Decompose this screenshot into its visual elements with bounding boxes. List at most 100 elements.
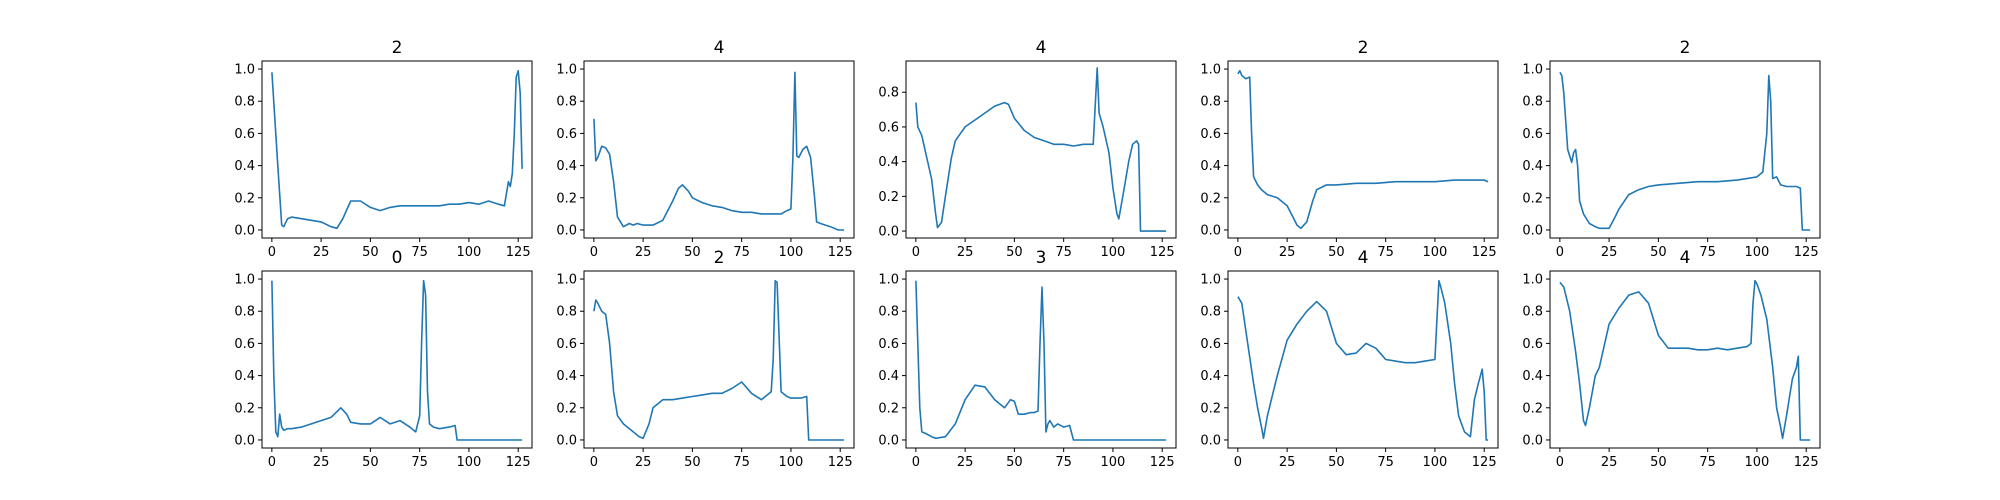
x-tick-label: 50	[1006, 455, 1023, 470]
x-tick-label: 25	[313, 245, 330, 260]
subplot-title: 4	[1036, 38, 1047, 58]
subplot-7: 2 0 25 50 75 100 125 0.0 0.2 0.4 0.6 0.8 1.0	[556, 248, 855, 470]
x-tick-label: 0	[590, 245, 598, 260]
subplot-3: 4 0 25 50 75 100 125 0.0 0.2 0.4 0.6 0.8	[878, 38, 1177, 260]
y-tick-label: 1.0	[1522, 63, 1543, 78]
x-tick-label: 75	[1699, 245, 1716, 260]
x-tick-label: 75	[1699, 455, 1716, 470]
y-tick-label: 0.6	[1200, 127, 1221, 142]
axes-frame	[1549, 270, 1821, 449]
x-tick-label: 25	[1601, 455, 1618, 470]
subplot-title: 2	[392, 38, 403, 58]
y-tick-label: 0.4	[1200, 159, 1221, 174]
y-tick-label: 0.2	[1522, 191, 1543, 206]
y-tick-label: 0.0	[556, 433, 577, 448]
x-tick-label: 75	[411, 245, 428, 260]
x-tick-label: 75	[1055, 455, 1072, 470]
x-tick-label: 50	[1328, 245, 1345, 260]
subplot-title: 4	[1358, 248, 1369, 268]
axes-frame	[905, 60, 1177, 239]
y-tick-label: 1.0	[556, 63, 577, 78]
y-tick-label: 0.8	[1200, 95, 1221, 110]
series-line	[1237, 69, 1489, 230]
series-line	[593, 279, 845, 441]
y-tick-label: 0.4	[234, 159, 255, 174]
axes-frame	[1549, 60, 1821, 239]
subplot-2: 4 0 25 50 75 100 125 0.0 0.2 0.4 0.6 0.8 1.0	[556, 38, 855, 260]
y-tick-label: 0.4	[556, 159, 577, 174]
x-tick-label: 125	[506, 455, 531, 470]
y-tick-label: 0.4	[1200, 369, 1221, 384]
axes-frame	[905, 270, 1177, 449]
x-tick-label: 0	[1234, 455, 1242, 470]
x-tick-label: 125	[1150, 245, 1175, 260]
y-tick-label: 0.0	[878, 433, 899, 448]
x-tick-label: 125	[1472, 455, 1497, 470]
x-tick-label: 25	[1279, 455, 1296, 470]
x-tick-label: 0	[268, 455, 276, 470]
x-tick-label: 0	[268, 245, 276, 260]
x-tick-label: 100	[457, 245, 482, 260]
y-tick-label: 0.8	[234, 305, 255, 320]
x-tick-label: 25	[313, 455, 330, 470]
x-tick-label: 0	[590, 455, 598, 470]
x-tick-label: 75	[733, 455, 750, 470]
y-tick-label: 0.2	[1200, 191, 1221, 206]
y-tick-label: 0.8	[878, 86, 899, 101]
x-tick-label: 50	[1650, 245, 1667, 260]
x-tick-label: 100	[1423, 245, 1448, 260]
y-tick-label: 0.2	[878, 190, 899, 205]
subplot-title: 4	[1680, 248, 1691, 268]
y-tick-label: 0.6	[878, 120, 899, 135]
x-tick-label: 75	[733, 245, 750, 260]
series-line	[593, 71, 845, 231]
y-tick-label: 0.2	[1200, 401, 1221, 416]
series-line	[271, 279, 523, 441]
series-line	[1237, 279, 1489, 441]
y-tick-label: 0.6	[234, 127, 255, 142]
x-tick-label: 125	[828, 455, 853, 470]
series-line	[915, 280, 1167, 441]
y-tick-label: 0.6	[1200, 337, 1221, 352]
y-tick-label: 0.2	[234, 191, 255, 206]
x-tick-label: 100	[1745, 455, 1770, 470]
axes-frame	[261, 60, 533, 239]
y-tick-label: 0.4	[234, 369, 255, 384]
subplot-title: 2	[1358, 38, 1369, 58]
axes-frame	[583, 270, 855, 449]
x-tick-label: 100	[1101, 455, 1126, 470]
y-tick-label: 0.6	[234, 337, 255, 352]
y-tick-label: 0.6	[1522, 337, 1543, 352]
axes-frame	[1227, 270, 1499, 449]
x-tick-label: 50	[1006, 245, 1023, 260]
y-tick-label: 1.0	[1522, 273, 1543, 288]
y-tick-label: 0.2	[878, 401, 899, 416]
y-tick-label: 1.0	[234, 63, 255, 78]
y-tick-label: 0.6	[878, 337, 899, 352]
subplot-4: 2 0 25 50 75 100 125 0.0 0.2 0.4 0.6 0.8 1.0	[1200, 38, 1499, 260]
x-tick-label: 50	[684, 245, 701, 260]
y-tick-label: 1.0	[878, 273, 899, 288]
x-tick-label: 50	[362, 455, 379, 470]
x-tick-label: 125	[1794, 455, 1819, 470]
y-tick-label: 0.8	[1522, 305, 1543, 320]
y-tick-label: 0.8	[878, 305, 899, 320]
x-tick-label: 100	[1423, 455, 1448, 470]
series-line	[915, 67, 1167, 232]
x-tick-label: 0	[1556, 455, 1564, 470]
x-tick-label: 50	[1650, 455, 1667, 470]
y-tick-label: 1.0	[1200, 63, 1221, 78]
subplot-10: 4 0 25 50 75 100 125 0.0 0.2 0.4 0.6 0.8 1.0	[1522, 248, 1821, 470]
subplot-title: 4	[714, 38, 725, 58]
x-tick-label: 50	[362, 245, 379, 260]
y-tick-label: 0.8	[234, 95, 255, 110]
x-tick-label: 100	[779, 245, 804, 260]
subplot-5: 2 0 25 50 75 100 125 0.0 0.2 0.4 0.6 0.8 1.0	[1522, 38, 1821, 260]
subplot-6: 0 0 25 50 75 100 125 0.0 0.2 0.4 0.6 0.8 1.0	[234, 248, 533, 470]
x-tick-label: 25	[1279, 245, 1296, 260]
x-tick-label: 50	[684, 455, 701, 470]
series-line	[271, 69, 523, 230]
x-tick-label: 100	[779, 455, 804, 470]
subplot-9: 4 0 25 50 75 100 125 0.0 0.2 0.4 0.6 0.8 1.0	[1200, 248, 1499, 470]
y-tick-label: 0.2	[234, 401, 255, 416]
